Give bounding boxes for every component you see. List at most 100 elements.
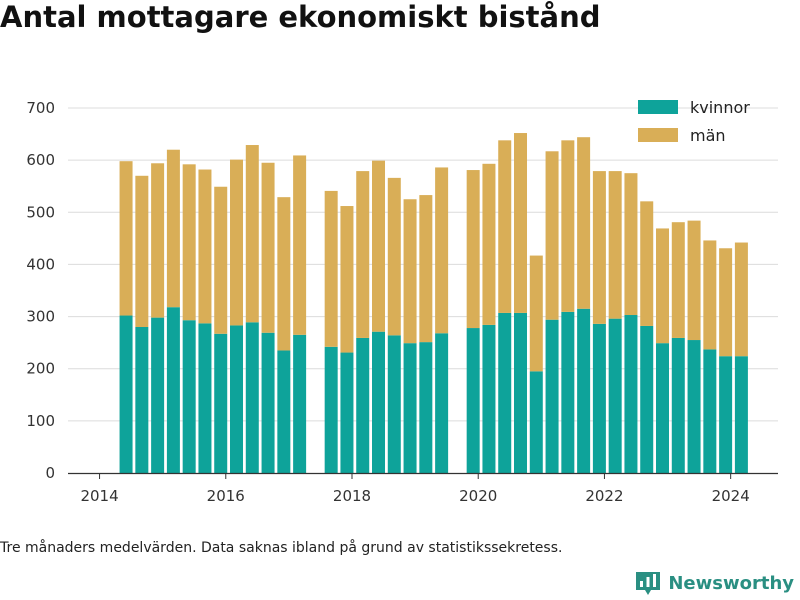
bar-kvinnor — [435, 333, 449, 473]
legend-label: män — [690, 126, 726, 145]
bar-kvinnor — [640, 325, 654, 473]
bar-kvinnor — [230, 325, 244, 473]
bar-kvinnor — [482, 324, 496, 473]
bar-man — [640, 201, 654, 326]
x-tick-label: 2018 — [333, 487, 371, 505]
legend: kvinnor män — [638, 98, 750, 145]
brand-name: Newsworthy — [668, 572, 794, 594]
x-axis — [68, 472, 778, 479]
bar-kvinnor — [577, 308, 591, 473]
bar-man — [166, 149, 180, 308]
legend-swatch — [638, 100, 678, 114]
x-axis-tick-labels: 2014 2016 2018 2020 2022 2024 — [80, 487, 749, 505]
bar-kvinnor — [703, 349, 717, 473]
bar-kvinnor — [561, 311, 575, 473]
legend-swatch — [638, 128, 678, 142]
footnote: Tre månaders medelvärden. Data saknas ib… — [0, 540, 563, 556]
bar-kvinnor — [119, 315, 133, 473]
y-tick-label: 200 — [26, 360, 55, 378]
bar-kvinnor — [356, 337, 370, 473]
y-tick-label: 400 — [26, 255, 55, 273]
bar-kvinnor — [592, 323, 606, 473]
bar-man — [703, 240, 717, 350]
bar-kvinnor — [608, 318, 622, 473]
bar-kvinnor — [403, 343, 417, 473]
bar-man — [135, 175, 149, 327]
x-tick-label: 2022 — [585, 487, 623, 505]
bar-kvinnor — [372, 331, 386, 473]
legend-label: kvinnor — [690, 98, 750, 117]
bar-kvinnor — [671, 337, 685, 473]
bar-kvinnor — [340, 352, 354, 473]
brand-logo[interactable]: Newsworthy — [636, 570, 794, 596]
bar-kvinnor — [151, 317, 165, 473]
bar-kvinnor — [387, 335, 401, 473]
bar-man — [356, 171, 370, 338]
bar-man — [261, 162, 275, 333]
bar-man — [372, 160, 386, 332]
bar-man — [592, 171, 606, 324]
bar-kvinnor — [277, 350, 291, 473]
bar-man — [151, 163, 165, 318]
y-tick-label: 100 — [26, 412, 55, 430]
bar-man — [214, 186, 228, 334]
bar-man — [498, 140, 512, 313]
bar-man — [624, 173, 638, 316]
bar-man — [245, 145, 259, 323]
bar-man — [324, 190, 338, 347]
bar-man — [419, 195, 433, 343]
bar-kvinnor — [166, 307, 180, 473]
bar-man — [719, 248, 733, 357]
bar-man — [403, 199, 417, 344]
bars — [119, 133, 748, 473]
chart-title: Antal mottagare ekonomiskt bistånd — [0, 0, 601, 34]
bar-kvinnor — [245, 322, 259, 473]
bar-man — [466, 170, 480, 329]
bar-kvinnor — [466, 328, 480, 473]
bar-man — [656, 228, 670, 344]
x-tick-label: 2024 — [712, 487, 750, 505]
x-tick-label: 2014 — [80, 487, 118, 505]
bar-man — [277, 197, 291, 351]
bar-man — [577, 137, 591, 309]
bar-man — [293, 155, 307, 335]
bar-kvinnor — [198, 323, 212, 473]
bar-kvinnor — [324, 346, 338, 473]
bar-kvinnor — [529, 371, 543, 473]
bar-man — [482, 163, 496, 325]
bar-man — [734, 242, 748, 357]
bar-kvinnor — [182, 320, 196, 473]
bar-kvinnor — [719, 356, 733, 473]
bar-kvinnor — [514, 312, 528, 473]
x-tick-label: 2020 — [459, 487, 497, 505]
bar-kvinnor — [419, 342, 433, 473]
bar-kvinnor — [135, 327, 149, 473]
y-axis-tick-labels: 0 100 200 300 400 500 600 700 — [26, 99, 55, 482]
bar-man — [514, 133, 528, 313]
newsworthy-logo-icon — [636, 572, 661, 595]
bar-kvinnor — [687, 340, 701, 473]
bar-kvinnor — [545, 319, 559, 473]
y-tick-label: 500 — [26, 203, 55, 221]
bar-kvinnor — [293, 334, 307, 473]
bar-man — [529, 255, 543, 372]
bar-man — [182, 164, 196, 321]
bar-man — [435, 167, 449, 334]
y-tick-label: 0 — [45, 464, 55, 482]
x-tick-label: 2016 — [207, 487, 245, 505]
bar-man — [545, 151, 559, 320]
bar-man — [387, 177, 401, 336]
bar-kvinnor — [261, 332, 275, 473]
bar-man — [608, 171, 622, 319]
bar-man — [340, 206, 354, 353]
bar-man — [198, 169, 212, 324]
y-tick-label: 600 — [26, 151, 55, 169]
y-tick-label: 700 — [26, 99, 55, 117]
bar-kvinnor — [498, 312, 512, 473]
bar-kvinnor — [656, 343, 670, 473]
bar-man — [671, 222, 685, 338]
bar-man — [119, 161, 133, 316]
bar-kvinnor — [214, 333, 228, 473]
bar-man — [687, 220, 701, 341]
bar-kvinnor — [624, 315, 638, 473]
